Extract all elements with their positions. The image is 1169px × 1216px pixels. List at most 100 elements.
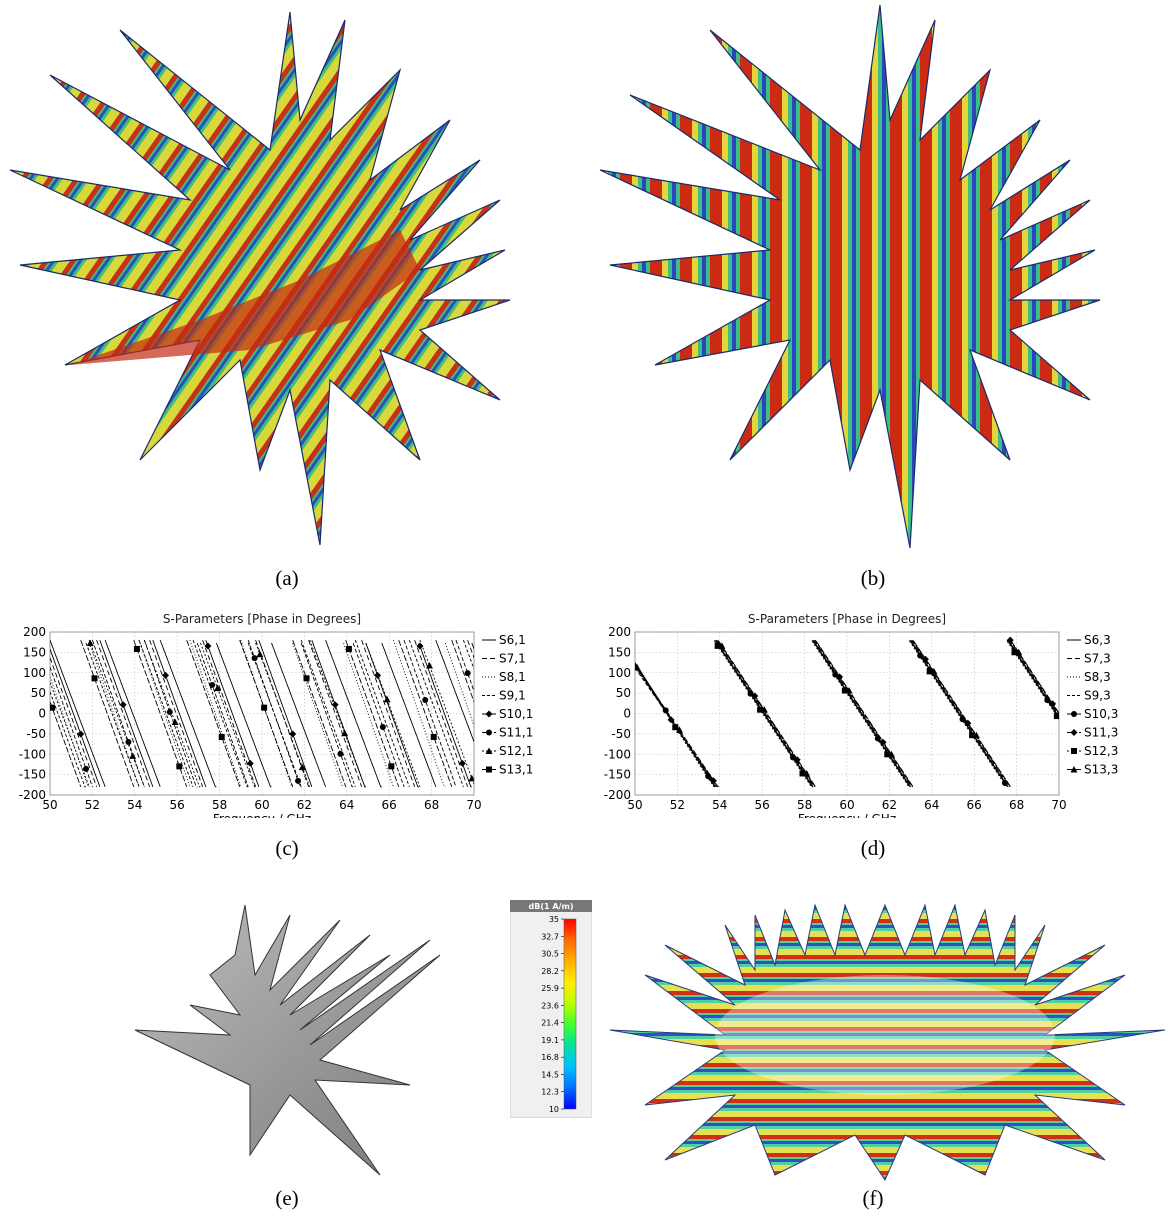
- field-plot-f: [609, 903, 1166, 1182]
- legend-label: S9,3: [1084, 689, 1111, 703]
- colorbar-tick-label: 28.2: [541, 967, 559, 976]
- y-tick-label: 100: [23, 666, 46, 680]
- x-tick-label: 62: [882, 798, 897, 812]
- legend-label: S6,1: [499, 633, 526, 647]
- data-point: [803, 769, 811, 777]
- y-tick-label: 150: [23, 645, 46, 659]
- y-tick-label: -100: [604, 747, 631, 761]
- colorbar-tick-label: 12.3: [541, 1088, 559, 1097]
- lens-model: [134, 904, 441, 1176]
- x-axis-label: Frequency / GHz: [213, 812, 311, 818]
- y-tick-label: -150: [604, 768, 631, 782]
- data-point: [261, 704, 268, 711]
- x-tick-label: 54: [127, 798, 142, 812]
- data-point: [295, 777, 302, 784]
- data-point: [760, 706, 768, 713]
- series-S11,1: [50, 639, 474, 788]
- y-tick-label: 50: [31, 686, 46, 700]
- data-point: [83, 765, 90, 772]
- legend-entry: S11,3: [1067, 726, 1118, 740]
- data-point: [1053, 713, 1059, 720]
- s-parameter-chart-c: S-Parameters [Phase in Degrees] 50 52 54 56 5…: [19, 612, 534, 818]
- data-point: [705, 773, 712, 780]
- x-tick-label: 56: [170, 798, 185, 812]
- data-point: [757, 706, 764, 713]
- legend-entry: S12,1: [482, 744, 533, 758]
- data-point: [125, 738, 132, 745]
- series-line: [50, 639, 474, 788]
- caption-a: (a): [275, 566, 299, 590]
- caption-c: (c): [275, 836, 299, 860]
- x-tick-label: 52: [670, 798, 685, 812]
- legend-label: S8,3: [1084, 670, 1111, 684]
- series-S12,1: [50, 639, 474, 788]
- data-point: [176, 763, 183, 770]
- data-point: [930, 667, 938, 675]
- series-line: [50, 640, 474, 787]
- legend-entry: S12,3: [1067, 744, 1118, 758]
- x-tick-label: 52: [85, 798, 100, 812]
- data-point: [458, 759, 466, 767]
- x-tick-label: 70: [466, 798, 481, 812]
- data-point: [1011, 649, 1018, 656]
- y-tick-label: 50: [616, 686, 631, 700]
- series-line: [635, 640, 1059, 788]
- data-point: [422, 697, 429, 704]
- legend-entry: S10,3: [1067, 707, 1118, 721]
- legend-entry: S7,3: [1067, 652, 1111, 666]
- y-tick-label: 100: [608, 666, 631, 680]
- x-tick-label: 64: [339, 798, 354, 812]
- data-point: [331, 701, 339, 709]
- field-plot-b: [599, 4, 1101, 549]
- legend-entry: S9,3: [1067, 689, 1111, 703]
- x-tick-label: 58: [797, 798, 812, 812]
- series-line: [50, 639, 474, 788]
- y-tick-label: 0: [623, 707, 631, 721]
- data-point: [341, 729, 349, 737]
- legend-label: S6,3: [1084, 633, 1111, 647]
- series-S12,3: [635, 640, 1059, 788]
- data-point: [374, 671, 382, 679]
- x-tick-label: 54: [712, 798, 727, 812]
- data-point: [251, 655, 258, 662]
- data-point: [485, 710, 493, 718]
- data-point: [289, 730, 297, 738]
- data-point: [86, 639, 94, 646]
- data-point: [969, 732, 976, 739]
- data-point: [486, 766, 492, 773]
- data-point: [162, 671, 170, 679]
- data-point: [1071, 748, 1077, 754]
- caption-e: (e): [275, 1186, 299, 1210]
- series-S13,1: [50, 640, 474, 787]
- data-point: [345, 645, 352, 652]
- y-tick-label: 150: [608, 645, 631, 659]
- data-point: [714, 642, 721, 649]
- data-point: [888, 750, 896, 758]
- lens-shape: [9, 11, 511, 546]
- legend-entry: S8,3: [1067, 670, 1111, 684]
- x-tick-label: 66: [967, 798, 982, 812]
- data-point: [379, 723, 386, 730]
- legend-entry: S10,1: [482, 707, 533, 721]
- data-point: [388, 763, 395, 770]
- field-plot-a: [9, 11, 511, 546]
- legend-label: S11,1: [499, 726, 533, 740]
- legend-entry: S9,1: [482, 689, 526, 703]
- legend-label: S9,1: [499, 689, 526, 703]
- legend-entry: S13,1: [482, 763, 533, 777]
- y-tick-label: 200: [608, 625, 631, 639]
- x-tick-label: 62: [297, 798, 312, 812]
- data-point: [917, 652, 924, 659]
- data-point: [667, 716, 675, 724]
- x-tick-label: 50: [627, 798, 642, 812]
- chart-title: S-Parameters [Phase in Degrees]: [163, 612, 361, 626]
- x-tick-label: 60: [839, 798, 854, 812]
- x-tick-label: 64: [924, 798, 939, 812]
- data-point: [119, 701, 127, 709]
- legend-entry: S6,3: [1067, 633, 1111, 647]
- data-point: [635, 663, 641, 671]
- lens-shape: [599, 4, 1101, 549]
- legend-label: S13,3: [1084, 763, 1118, 777]
- data-point: [486, 729, 492, 736]
- legend-label: S10,3: [1084, 707, 1118, 721]
